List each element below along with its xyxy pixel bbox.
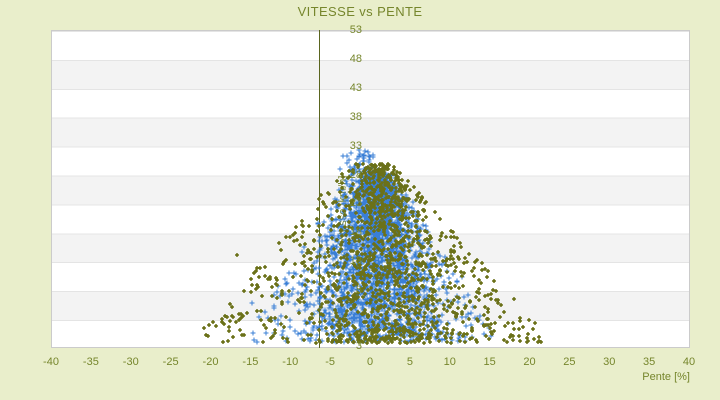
x-tick-label: 10 [443,356,456,368]
x-tick-label: -35 [82,356,99,368]
x-tick-label: -10 [282,356,299,368]
x-tick-label: 5 [406,356,413,368]
x-tick-label: 15 [483,356,496,368]
y-tick-label: 38 [349,110,362,123]
scatter-points-layer [201,147,544,346]
x-tick-label: -25 [162,356,179,368]
x-axis-title: Pente [%] [642,371,690,383]
x-tick-label: 0 [366,356,374,368]
y-tick-label: 48 [349,52,362,65]
x-tick-label: 40 [682,356,696,368]
y-tick-label: 18 [349,226,362,239]
series-olive-diamond-markers [201,161,544,346]
y-tick-label: 53 [349,24,362,36]
chart-title: VITESSE vs PENTE [297,4,423,19]
x-tick-label: -40 [43,356,59,368]
y-tick-label: 13 [349,255,362,268]
x-tick-label: -20 [202,356,219,368]
y-tick-label: 43 [349,81,362,94]
x-tick-label: 35 [643,356,656,368]
y-tick-label: 3 [355,340,362,352]
zero-axis-line [319,30,320,348]
x-tick-label: 25 [563,356,576,368]
x-tick-label: -5 [325,356,336,368]
x-tick-label: 30 [603,356,616,368]
x-tick-label: -15 [242,356,259,368]
y-tick-label: 8 [355,284,362,297]
y-tick-label: 33 [349,139,362,152]
y-tick-label: 28 [349,168,362,181]
x-tick-label: 20 [523,356,536,368]
x-tick-label: -30 [122,356,139,368]
y-tick-label: 23 [349,197,362,210]
